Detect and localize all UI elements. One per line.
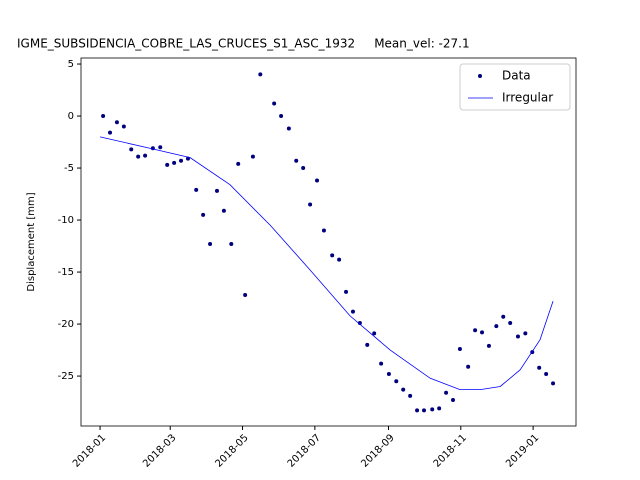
data-point: [430, 407, 435, 412]
data-point: [221, 208, 226, 213]
data-point: [344, 289, 349, 294]
plot-area: [99, 72, 556, 413]
data-point: [143, 153, 148, 158]
data-point: [365, 342, 370, 347]
data-point: [421, 408, 426, 413]
legend-label: Irregular: [502, 91, 553, 105]
data-point: [480, 330, 485, 335]
data-point: [415, 408, 420, 413]
data-point: [208, 241, 213, 246]
data-point: [544, 371, 549, 376]
data-point: [350, 309, 355, 314]
data-point: [179, 158, 184, 163]
data-point: [551, 381, 556, 386]
data-point: [279, 114, 284, 119]
y-tick-label: 5: [68, 59, 74, 70]
data-point: [229, 241, 234, 246]
data-point: [494, 324, 499, 329]
legend-box: [459, 63, 571, 111]
data-point: [515, 334, 520, 339]
chart-title: IGME_SUBSIDENCIA_COBRE_LAS_CRUCES_S1_ASC…: [17, 37, 470, 51]
data-point: [437, 406, 442, 411]
y-tick-label: 0: [68, 111, 74, 122]
data-point: [158, 145, 163, 150]
data-point: [537, 365, 542, 370]
data-point: [101, 114, 106, 119]
data-point: [286, 126, 291, 131]
data-point: [308, 202, 313, 207]
y-tick-label: -25: [58, 371, 74, 382]
data-point: [172, 160, 177, 165]
data-point: [379, 361, 384, 366]
data-point: [444, 390, 449, 395]
data-point: [357, 321, 362, 326]
data-point: [272, 101, 277, 106]
data-point: [501, 314, 506, 319]
data-point: [337, 257, 342, 262]
y-tick-label: -20: [58, 319, 74, 330]
data-point: [451, 397, 456, 402]
data-point: [321, 228, 326, 233]
data-point: [486, 343, 491, 348]
data-point: [473, 328, 478, 333]
y-tick-label: -5: [64, 163, 74, 174]
data-point: [301, 166, 306, 171]
data-point: [294, 158, 299, 163]
y-tick-label: -15: [58, 267, 74, 278]
line: [99, 136, 554, 390]
data-point: [386, 371, 391, 376]
data-point: [201, 212, 206, 217]
data-point: [330, 253, 335, 258]
data-point: [508, 321, 513, 326]
legend-marker: [478, 74, 482, 78]
legend-label: Data: [502, 69, 531, 83]
data-point: [258, 72, 263, 77]
data-point: [394, 379, 399, 384]
plot-frame: [80, 57, 577, 427]
data-point: [523, 331, 528, 336]
data-point: [114, 120, 119, 125]
data-point: [194, 187, 199, 192]
data-point: [136, 154, 141, 159]
data-point: [214, 188, 219, 193]
data-point: [165, 162, 170, 167]
data-point: [243, 292, 248, 297]
data-point: [466, 364, 471, 369]
data-point: [121, 124, 126, 129]
data-point: [108, 130, 113, 135]
data-point: [408, 393, 413, 398]
y-tick-label: -10: [58, 215, 74, 226]
data-point: [401, 387, 406, 392]
data-point: [236, 161, 241, 166]
data-point: [315, 178, 320, 183]
data-point: [250, 154, 255, 159]
y-axis-label: Displacement [mm]: [26, 192, 37, 291]
data-point: [372, 331, 377, 336]
data-point: [129, 147, 134, 152]
data-point: [457, 347, 462, 352]
